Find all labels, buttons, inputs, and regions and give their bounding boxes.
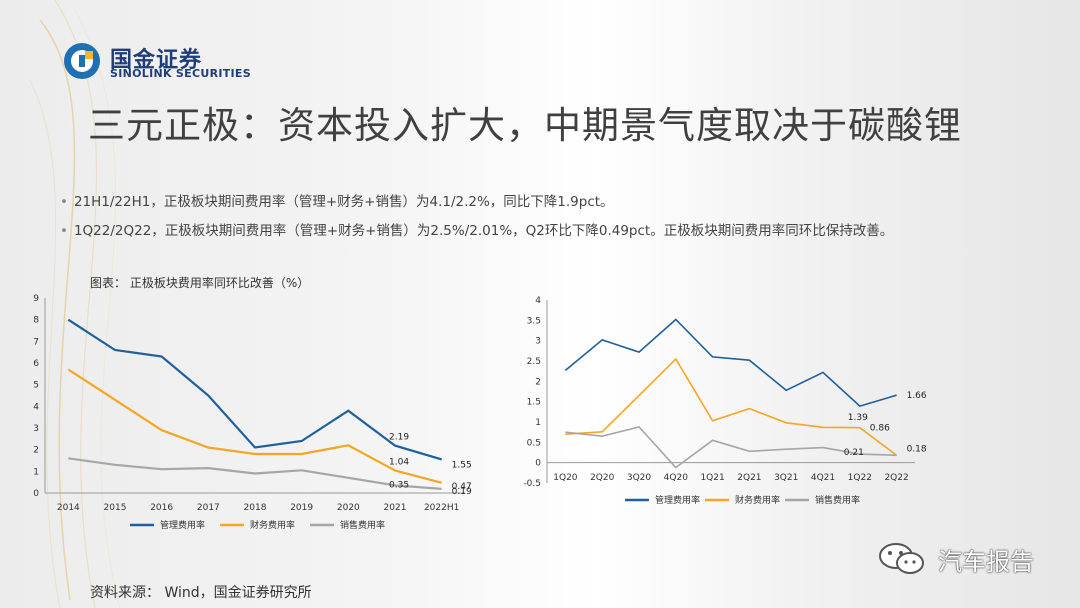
sinolink-logo-icon xyxy=(64,43,100,79)
data-label: 0.19 xyxy=(452,487,472,497)
y-tick-label: 2 xyxy=(33,446,39,456)
bullet-2-text: 1Q22/2Q22，正极板块期间费用率（管理+财务+销售）为2.5%/2.01%… xyxy=(73,223,894,239)
data-label: 1.55 xyxy=(452,460,472,470)
x-tick-label: 1Q20 xyxy=(553,473,578,483)
legend-label: 管理费用率 xyxy=(655,494,700,506)
company-name-cn: 国金证券 xyxy=(110,48,203,73)
x-tick-label: 2016 xyxy=(150,503,173,513)
series-line-3 xyxy=(565,426,897,469)
x-tick-label: 2Q20 xyxy=(590,473,615,483)
annual-expense-chart: 0 1 2 3 4 5 6 7 8 9 2014 2015 2016 2017 2018 2019 2020 20… xyxy=(33,294,472,531)
x-tick-label: 2018 xyxy=(244,503,267,513)
y-tick-label: 4 xyxy=(33,402,39,412)
x-tick-label: 3Q20 xyxy=(627,473,652,483)
x-tick-label: 1Q22 xyxy=(848,473,872,483)
series-line-3 xyxy=(68,457,442,490)
page-title: 三元正极：资本投入扩大，中期景气度取决于碳酸锂 xyxy=(88,104,962,147)
y-tick-label: 0 xyxy=(535,459,541,469)
y-tick-label: 3 xyxy=(535,337,541,347)
company-name-en: SINOLINK SECURITIES xyxy=(110,67,251,80)
series-line-1 xyxy=(564,318,897,407)
legend-label: 销售费用率 xyxy=(340,519,385,531)
data-label: 0.86 xyxy=(870,424,890,434)
x-tick-label: 2Q21 xyxy=(737,473,761,483)
x-tick-label: 1Q21 xyxy=(700,473,724,483)
series-line-1 xyxy=(67,318,443,461)
legend-label: 销售费用率 xyxy=(815,494,860,506)
y-tick-label: 1.5 xyxy=(527,398,541,408)
series-line-2 xyxy=(67,368,442,484)
y-tick-label: 3 xyxy=(33,424,39,434)
x-tick-label: 4Q20 xyxy=(664,473,689,483)
legend-label: 管理费用率 xyxy=(160,519,205,531)
x-tick-label: 3Q21 xyxy=(774,473,798,483)
legend-label: 财务费用率 xyxy=(735,494,780,506)
data-label: 0.35 xyxy=(389,480,409,490)
source-note: 资料来源： Wind，国金证券研究所 xyxy=(90,585,312,601)
y-tick-label: 3.5 xyxy=(527,316,541,326)
y-tick-label: 5 xyxy=(33,381,39,391)
x-tick-label: 2022H1 xyxy=(424,503,459,513)
watermark-text: 汽车报告 xyxy=(938,548,1034,576)
quarterly-expense-chart: 4 3.5 3 2.5 2 1.5 1 0.5 0 -0.5 1Q20 2Q20 3Q20 4Q20 1Q2… xyxy=(523,296,927,506)
bullet-2: • 1Q22/2Q22，正极板块期间费用率（管理+财务+销售）为2.5%/2.01… xyxy=(60,223,894,239)
x-tick-label: 2019 xyxy=(290,503,313,513)
y-tick-label: -0.5 xyxy=(523,479,541,489)
y-tick-label: 1 xyxy=(535,418,541,428)
y-tick-label: 8 xyxy=(33,316,39,326)
chart-caption: 图表： 正极板块费用率同环比改善（%） xyxy=(90,276,310,290)
y-tick-label: 0 xyxy=(33,489,39,499)
data-label: 1.39 xyxy=(848,413,868,423)
y-tick-label: 2 xyxy=(535,377,541,387)
data-label: 1.66 xyxy=(907,391,927,401)
y-tick-label: 4 xyxy=(535,296,541,306)
legend-label: 财务费用率 xyxy=(250,519,295,531)
y-tick-label: 6 xyxy=(33,359,39,369)
series-line-2 xyxy=(565,357,898,456)
bullet-1-text: 21H1/22H1，正极板块期间费用率（管理+财务+销售）为4.1/2.2%，同… xyxy=(73,194,614,210)
bullet-1: • 21H1/22H1，正极板块期间费用率（管理+财务+销售）为4.1/2.2%，… xyxy=(60,194,614,210)
x-tick-label: 2Q22 xyxy=(884,473,908,483)
wechat-icon xyxy=(879,543,924,574)
y-tick-label: 2.5 xyxy=(527,357,541,367)
x-tick-label: 2017 xyxy=(197,503,220,513)
x-tick-label: 2014 xyxy=(57,503,80,513)
data-label: 2.19 xyxy=(389,433,409,443)
y-tick-label: 0.5 xyxy=(527,438,541,448)
x-tick-label: 2021 xyxy=(384,503,407,513)
y-tick-label: 9 xyxy=(33,294,39,304)
data-label: 0.21 xyxy=(844,448,864,458)
watermark: 汽车报告 xyxy=(878,540,1068,580)
x-tick-label: 2020 xyxy=(337,503,360,513)
y-tick-label: 1 xyxy=(33,467,39,477)
data-label: 0.18 xyxy=(907,444,927,454)
x-tick-label: 4Q21 xyxy=(811,473,835,483)
data-label: 1.04 xyxy=(389,457,409,467)
data-label: 0.47 xyxy=(452,482,472,492)
y-tick-label: 7 xyxy=(33,337,39,347)
x-tick-label: 2015 xyxy=(104,503,127,513)
